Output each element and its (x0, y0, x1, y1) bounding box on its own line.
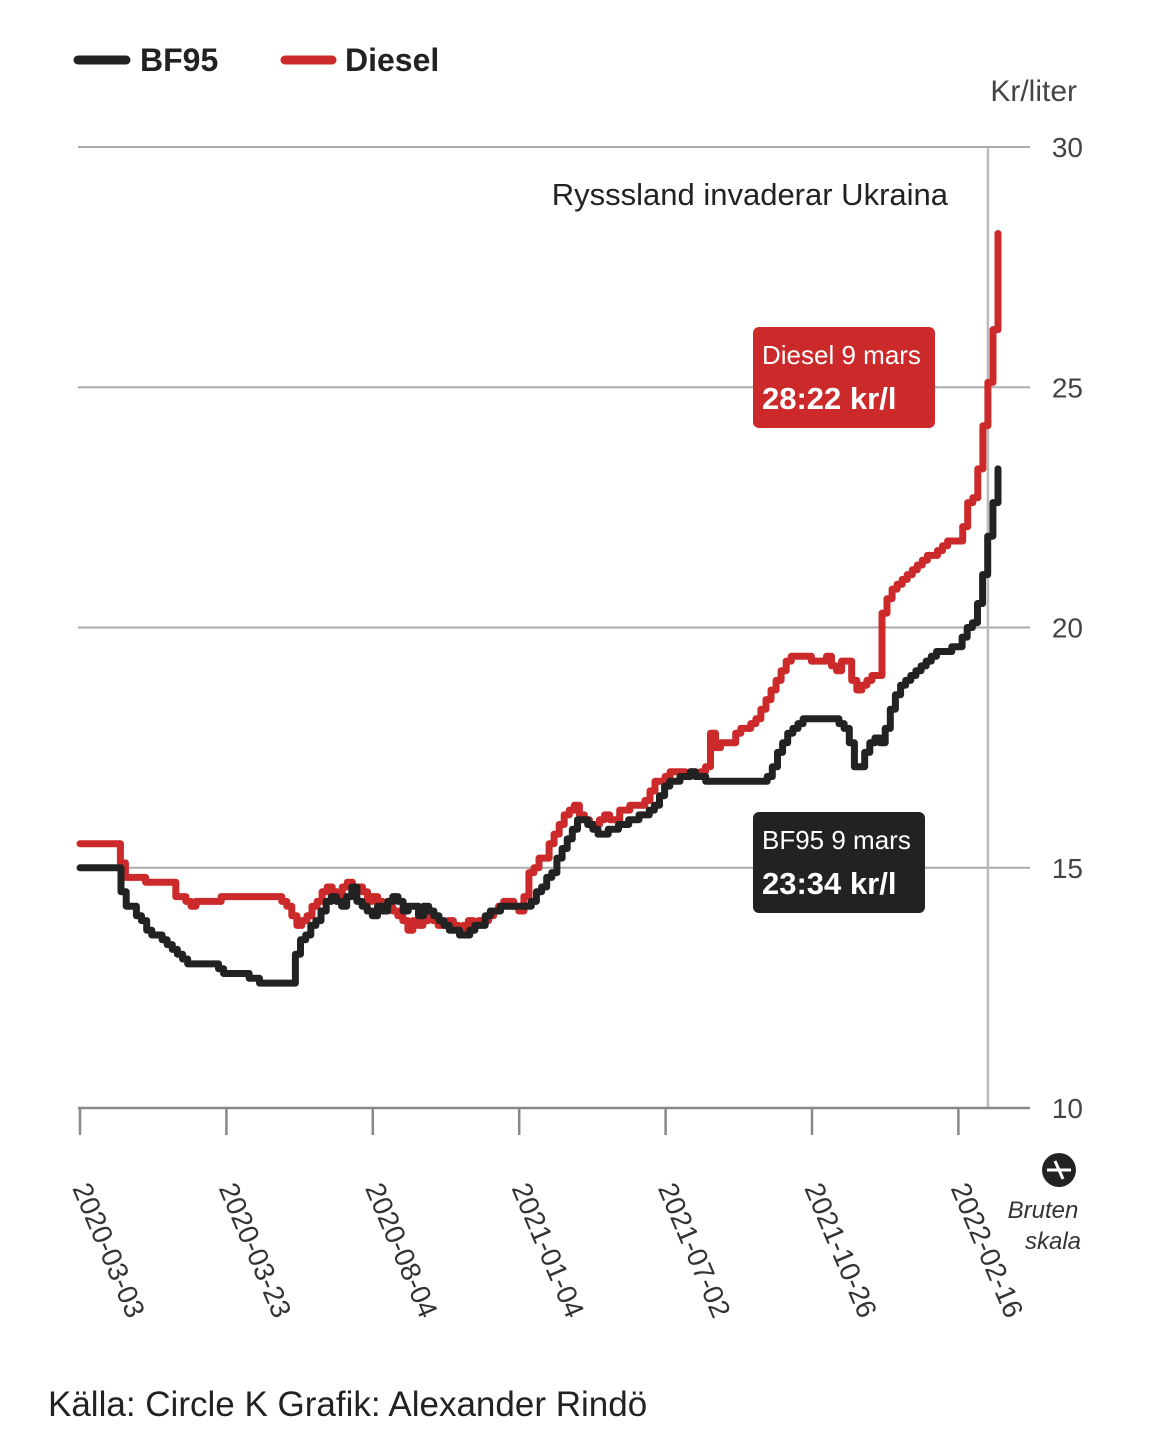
invasion-annotation: Rysssland invaderar Ukraina (552, 177, 949, 212)
legend-label-diesel: Diesel (345, 42, 439, 78)
y-tick-label: 15 (1052, 853, 1083, 884)
x-tick-label: 2021-10-26 (798, 1178, 883, 1322)
series-group (76, 230, 1002, 987)
x-tick-label: 2020-03-03 (66, 1178, 151, 1322)
series-line-diesel (76, 230, 1002, 934)
y-axis-unit-label: Kr/liter (990, 75, 1077, 108)
bf95-callout-value: 23:34 kr/l (762, 866, 896, 901)
legend-label-bf95: BF95 (140, 42, 218, 78)
diesel-callout: Diesel 9 mars 28:22 kr/l (753, 327, 935, 428)
bf95-callout-title: BF95 9 mars (762, 825, 911, 855)
source-credit: Källa: Circle K Grafik: Alexander Rindö (48, 1385, 648, 1424)
grid (78, 146, 1030, 869)
broken-scale-icon (1042, 1153, 1076, 1187)
y-tick-label: 30 (1052, 132, 1083, 163)
x-tick-label: 2020-03-23 (213, 1178, 298, 1322)
x-tick-label: 2020-08-04 (359, 1178, 444, 1322)
bf95-callout: BF95 9 mars 23:34 kr/l (753, 812, 925, 913)
broken-scale-label-1: Bruten (1008, 1197, 1079, 1224)
series-line-bf95 (76, 465, 1002, 987)
price-chart: BF95 Diesel Kr/liter 10 15 20 25 30 Ryssslan… (66, 42, 1083, 1322)
y-axis-ticks: 10 15 20 25 30 (1052, 132, 1083, 1124)
x-tick-label: 2021-07-02 (652, 1178, 737, 1322)
broken-scale-label-2: skala (1025, 1228, 1081, 1255)
broken-scale-marker: Bruten skala (1008, 1153, 1081, 1255)
y-tick-label: 10 (1052, 1093, 1083, 1124)
legend: BF95 Diesel (73, 42, 439, 78)
y-tick-label: 25 (1052, 372, 1083, 403)
diesel-callout-box (753, 327, 935, 428)
x-tick-label: 2021-01-04 (506, 1178, 591, 1322)
y-tick-label: 20 (1052, 613, 1083, 644)
x-axis-ticks: 2020-03-03 2020-03-23 2020-08-04 2021-01-04… (66, 1108, 1029, 1322)
bf95-callout-box (753, 812, 925, 913)
diesel-callout-value: 28:22 kr/l (762, 381, 896, 416)
diesel-callout-title: Diesel 9 mars (762, 340, 921, 370)
